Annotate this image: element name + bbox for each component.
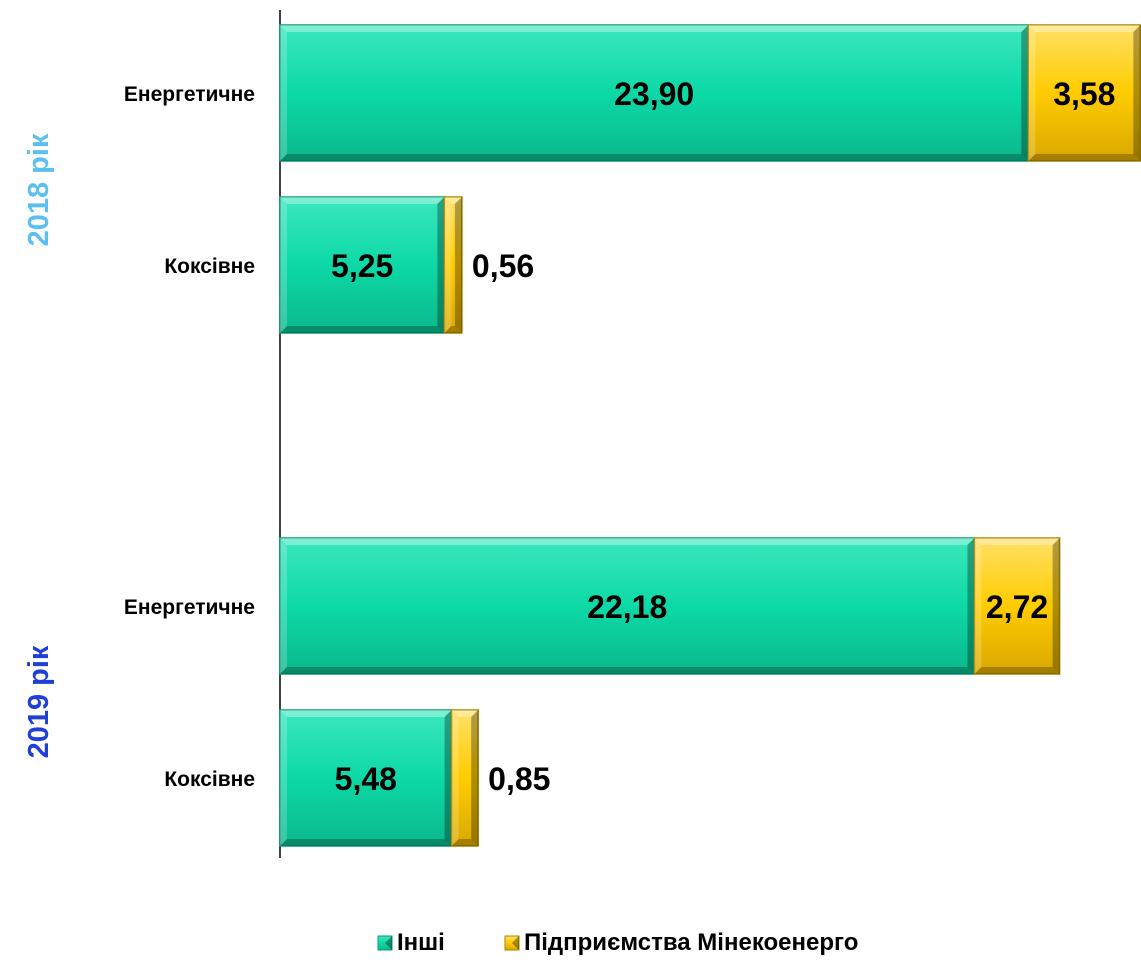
category-label-3: Коксівне <box>164 768 255 791</box>
category-label-1: Коксівне <box>164 255 255 278</box>
bar-minekoenergo-3 <box>450 709 479 847</box>
legend-swatch-0 <box>377 935 393 951</box>
category-label-0: Енергетичне <box>124 83 255 106</box>
bar-inshi-2 <box>279 537 976 675</box>
value-label-inshi-2: 22,18 <box>587 589 667 625</box>
value-label-minekoenergo-3: 0,85 <box>488 761 550 797</box>
legend-item-0: Інші <box>377 929 445 956</box>
value-label-inshi-0: 23,90 <box>614 76 694 112</box>
group-label-0: 2018 рік <box>23 133 55 246</box>
value-label-minekoenergo-1: 0,56 <box>472 248 534 284</box>
bar-minekoenergo-2 <box>973 537 1061 675</box>
value-label-inshi-1: 5,25 <box>331 248 393 284</box>
group-label-1: 2019 рік <box>23 645 55 758</box>
legend-swatch-1 <box>504 935 520 951</box>
legend-label-0: Інші <box>397 929 445 956</box>
value-label-minekoenergo-0: 3,58 <box>1053 76 1115 112</box>
bar-inshi-3 <box>279 709 453 847</box>
bar-minekoenergo-1 <box>443 196 463 334</box>
bar-inshi-0 <box>279 24 1030 162</box>
bar-minekoenergo-0 <box>1027 24 1141 162</box>
category-label-2: Енергетичне <box>124 596 255 619</box>
bar-inshi-1 <box>279 196 446 334</box>
value-label-minekoenergo-2: 2,72 <box>986 589 1048 625</box>
value-label-inshi-3: 5,48 <box>335 761 397 797</box>
legend-item-1: Підприємства Мінекоенерго <box>504 929 858 956</box>
legend-label-1: Підприємства Мінекоенерго <box>524 929 858 956</box>
